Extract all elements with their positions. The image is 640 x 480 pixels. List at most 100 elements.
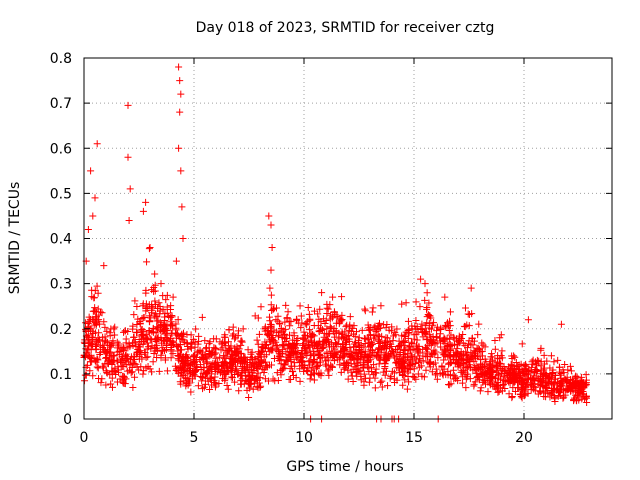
data-point [199,385,207,393]
data-point [265,212,273,220]
data-point [244,346,252,354]
data-point [541,372,549,380]
data-point [530,385,538,393]
data-point [175,144,183,152]
data-point [338,316,346,324]
data-point [137,327,145,335]
data-point [110,356,118,364]
data-point [269,305,277,313]
data-point [266,284,274,292]
data-point [563,385,571,393]
data-point [274,376,282,384]
data-point [488,369,496,377]
data-point [177,167,185,175]
data-point [475,320,483,328]
data-point [518,394,526,402]
data-point [205,340,213,348]
data-point [267,291,275,299]
data-point [101,337,109,345]
data-point [537,358,545,366]
data-point [361,305,369,313]
data-point [522,379,530,387]
data-point [243,386,251,394]
data-point [305,310,313,318]
data-point [168,329,176,337]
data-point [296,359,304,367]
data-point [434,354,442,362]
data-point [432,365,440,373]
data-point [149,358,157,366]
data-point [345,331,353,339]
data-point [130,311,138,319]
data-point [267,331,275,339]
data-point [89,341,97,349]
data-point [138,314,146,322]
data-point [176,108,184,116]
data-point [556,392,564,400]
data-point [198,313,206,321]
data-point [519,378,527,386]
data-point [289,372,297,380]
data-point [269,340,277,348]
data-point [273,343,281,351]
data-point [151,347,159,355]
data-point [231,378,239,386]
data-point [239,325,247,333]
data-point [519,368,527,376]
data-point [224,367,232,375]
data-point [298,350,306,358]
data-point [224,350,232,358]
data-point [194,382,202,390]
data-point [400,338,408,346]
data-point [365,378,373,386]
data-point [421,280,429,288]
data-point [321,319,329,327]
data-point [159,347,167,355]
data-point [554,386,562,394]
data-point [287,375,295,383]
data-point [268,345,276,353]
data-point [282,357,290,365]
data-point [264,363,272,371]
data-point [379,343,387,351]
data-point [401,376,409,384]
data-point [197,366,205,374]
data-point [377,302,385,310]
data-point [360,370,368,378]
data-point [150,288,158,296]
data-point [298,319,306,327]
data-point [427,338,435,346]
data-point [311,338,319,346]
data-point [315,351,323,359]
data-point [495,387,503,395]
data-point [141,349,149,357]
data-point [233,367,241,375]
data-point [221,371,229,379]
data-point [501,377,509,385]
data-point [302,347,310,355]
data-point [412,341,420,349]
data-point [578,390,586,398]
data-point [446,340,454,348]
data-point [173,342,181,350]
data-point [440,351,448,359]
data-point [508,375,516,383]
data-point [365,368,373,376]
data-point [122,350,130,358]
data-point [508,394,516,402]
data-point [330,333,338,341]
data-point [163,320,171,328]
data-point [394,343,402,351]
data-point [347,368,355,376]
y-tick-label: 0 [63,412,72,428]
data-point [452,335,460,343]
data-point [256,384,264,392]
data-point [150,328,158,336]
data-point [580,384,588,392]
data-point [267,301,275,309]
data-point [454,341,462,349]
data-point [324,354,332,362]
data-point [175,332,183,340]
data-point [320,338,328,346]
data-point [101,347,109,355]
